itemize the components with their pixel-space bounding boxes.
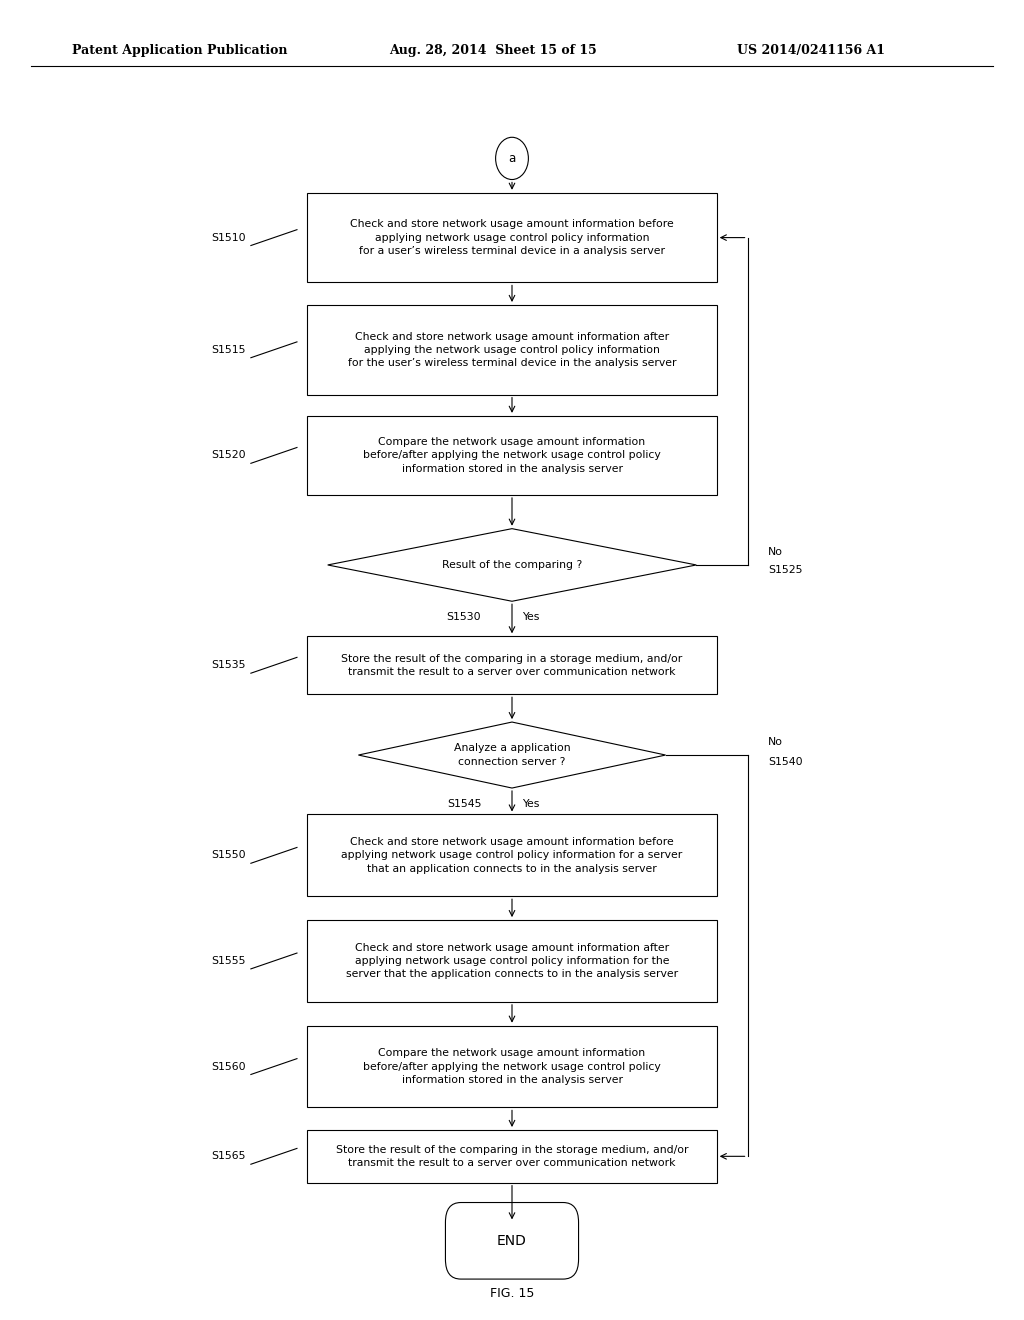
FancyBboxPatch shape	[307, 305, 717, 395]
Text: S1555: S1555	[211, 956, 246, 966]
Text: S1545: S1545	[446, 799, 481, 809]
FancyBboxPatch shape	[307, 1130, 717, 1183]
Text: S1535: S1535	[211, 660, 246, 671]
Text: Analyze a application
connection server ?: Analyze a application connection server …	[454, 743, 570, 767]
Text: Check and store network usage amount information after
applying the network usag: Check and store network usage amount inf…	[348, 331, 676, 368]
Text: S1560: S1560	[211, 1061, 246, 1072]
Text: US 2014/0241156 A1: US 2014/0241156 A1	[737, 44, 886, 57]
Text: Compare the network usage amount information
before/after applying the network u: Compare the network usage amount informa…	[364, 437, 660, 474]
Text: Compare the network usage amount information
before/after applying the network u: Compare the network usage amount informa…	[364, 1048, 660, 1085]
Text: Aug. 28, 2014  Sheet 15 of 15: Aug. 28, 2014 Sheet 15 of 15	[389, 44, 597, 57]
Text: S1520: S1520	[211, 450, 246, 461]
FancyBboxPatch shape	[307, 920, 717, 1002]
Circle shape	[496, 137, 528, 180]
Text: Patent Application Publication: Patent Application Publication	[72, 44, 287, 57]
Polygon shape	[358, 722, 666, 788]
FancyBboxPatch shape	[445, 1203, 579, 1279]
Text: S1530: S1530	[446, 612, 481, 622]
Text: Result of the comparing ?: Result of the comparing ?	[442, 560, 582, 570]
Text: a: a	[508, 152, 516, 165]
Polygon shape	[328, 529, 696, 602]
FancyBboxPatch shape	[307, 814, 717, 896]
Text: Store the result of the comparing in the storage medium, and/or
transmit the res: Store the result of the comparing in the…	[336, 1144, 688, 1168]
Text: S1510: S1510	[211, 232, 246, 243]
Text: S1565: S1565	[211, 1151, 246, 1162]
Text: Check and store network usage amount information before
applying network usage c: Check and store network usage amount inf…	[341, 837, 683, 874]
Text: No: No	[768, 737, 783, 747]
Text: Check and store network usage amount information before
applying network usage c: Check and store network usage amount inf…	[350, 219, 674, 256]
Text: Yes: Yes	[522, 612, 540, 622]
FancyBboxPatch shape	[307, 416, 717, 495]
FancyBboxPatch shape	[307, 193, 717, 282]
Text: Check and store network usage amount information after
applying network usage co: Check and store network usage amount inf…	[346, 942, 678, 979]
FancyBboxPatch shape	[307, 1026, 717, 1107]
Text: Yes: Yes	[522, 799, 540, 809]
Text: FIG. 15: FIG. 15	[489, 1287, 535, 1300]
Text: Store the result of the comparing in a storage medium, and/or
transmit the resul: Store the result of the comparing in a s…	[341, 653, 683, 677]
Text: S1515: S1515	[211, 345, 246, 355]
Text: S1540: S1540	[768, 756, 803, 767]
Text: S1525: S1525	[768, 565, 803, 576]
Text: S1550: S1550	[211, 850, 246, 861]
Text: No: No	[768, 546, 783, 557]
Text: END: END	[497, 1234, 527, 1247]
FancyBboxPatch shape	[307, 636, 717, 694]
